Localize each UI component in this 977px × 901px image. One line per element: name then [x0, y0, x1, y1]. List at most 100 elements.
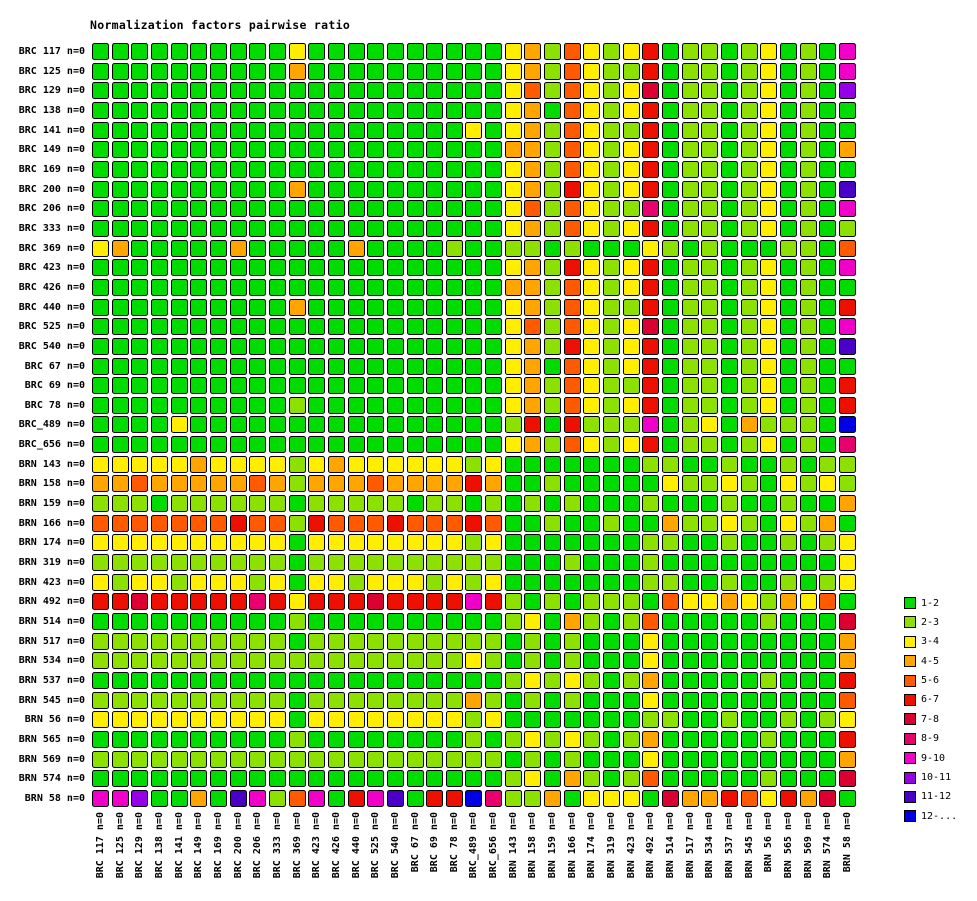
chart-title: Normalization factors pairwise ratio	[90, 18, 351, 32]
heatmap-cell	[740, 691, 758, 709]
heatmap-cell	[249, 770, 267, 788]
heatmap-cell	[544, 416, 562, 434]
heatmap-cell	[544, 672, 562, 689]
heatmap-cell	[465, 337, 483, 355]
heatmap-cell	[563, 337, 581, 355]
heatmap-cell	[681, 652, 699, 670]
heatmap-cell	[367, 632, 385, 650]
col-label: BRN 492 n=0	[642, 812, 659, 898]
heatmap-cell	[308, 613, 326, 631]
heatmap-cell	[563, 652, 581, 670]
heatmap-cell	[288, 239, 306, 257]
heatmap-cell	[249, 691, 267, 709]
col-label-text: BRC 117 n=0	[95, 812, 106, 879]
heatmap-cell	[524, 416, 542, 434]
heatmap-cell	[485, 534, 503, 552]
heatmap-cell	[662, 337, 680, 355]
heatmap-cell	[779, 62, 797, 80]
heatmap-cell	[563, 554, 581, 572]
heatmap-cell	[445, 613, 463, 631]
heatmap-cell	[701, 200, 719, 218]
heatmap-cell	[701, 180, 719, 198]
heatmap-cell	[111, 593, 129, 611]
heatmap-cell	[603, 652, 621, 670]
heatmap-cell	[111, 357, 129, 375]
heatmap-cell	[308, 711, 326, 729]
heatmap-cell	[367, 101, 385, 119]
row-label: BRN 517 n=0	[18, 635, 85, 647]
heatmap-cell	[347, 436, 365, 454]
heatmap-cell	[622, 337, 640, 355]
heatmap-cell	[367, 554, 385, 572]
heatmap-cell	[190, 652, 208, 670]
heatmap-cell	[583, 455, 601, 473]
heatmap-cell	[327, 593, 345, 611]
heatmap-cell	[583, 62, 601, 80]
heatmap-cell	[701, 770, 719, 788]
heatmap-cell	[92, 318, 109, 336]
heatmap-cell	[622, 455, 640, 473]
heatmap-cell	[544, 573, 562, 591]
heatmap-cell	[544, 396, 562, 414]
heatmap-cell	[622, 141, 640, 159]
heatmap-cell	[150, 613, 168, 631]
heatmap-cell	[170, 141, 188, 159]
heatmap-cell	[111, 416, 129, 434]
heatmap-cell	[622, 396, 640, 414]
heatmap-cell	[603, 278, 621, 296]
heatmap-cell	[642, 121, 660, 139]
heatmap-cell	[838, 121, 856, 139]
heatmap-cell	[386, 396, 404, 414]
heatmap-cell	[563, 239, 581, 257]
heatmap-cell	[150, 101, 168, 119]
heatmap-cell	[347, 43, 365, 60]
heatmap-cell	[386, 121, 404, 139]
heatmap-cell	[524, 613, 542, 631]
heatmap-cell	[229, 200, 247, 218]
heatmap-cell	[524, 573, 542, 591]
heatmap-cell	[760, 514, 778, 532]
heatmap-cell	[583, 495, 601, 513]
heatmap-cell	[583, 377, 601, 395]
heatmap-cell	[209, 160, 227, 178]
heatmap-cell	[485, 101, 503, 119]
heatmap-cell	[740, 672, 758, 689]
heatmap-cell	[249, 141, 267, 159]
heatmap-cell	[131, 121, 149, 139]
heatmap-cell	[386, 357, 404, 375]
heatmap-cell	[308, 141, 326, 159]
heatmap-cell	[485, 278, 503, 296]
heatmap-cell	[583, 200, 601, 218]
heatmap-cell	[740, 396, 758, 414]
heatmap-cell	[838, 337, 856, 355]
heatmap-cell	[681, 711, 699, 729]
heatmap-cell	[799, 200, 817, 218]
heatmap-cell	[622, 436, 640, 454]
heatmap-cell	[681, 337, 699, 355]
heatmap-cell	[249, 259, 267, 277]
heatmap-cell	[662, 514, 680, 532]
heatmap-cell	[740, 455, 758, 473]
heatmap-cell	[779, 730, 797, 748]
heatmap-cell	[701, 554, 719, 572]
heatmap-cell	[406, 298, 424, 316]
heatmap-cell	[583, 475, 601, 493]
heatmap-cell	[288, 298, 306, 316]
heatmap-cell	[701, 632, 719, 650]
heatmap-cell	[445, 750, 463, 768]
heatmap-cell	[740, 219, 758, 237]
heatmap-cell	[347, 554, 365, 572]
heatmap-cell	[642, 436, 660, 454]
col-label: BRC_489 n=0	[465, 812, 482, 898]
heatmap-cell	[799, 141, 817, 159]
heatmap-cell	[760, 219, 778, 237]
heatmap-cell	[504, 141, 522, 159]
heatmap-cell	[327, 632, 345, 650]
heatmap-cell	[563, 495, 581, 513]
heatmap-cell	[721, 357, 738, 375]
heatmap-cell	[819, 613, 837, 631]
heatmap-cell	[288, 337, 306, 355]
heatmap-cell	[465, 141, 483, 159]
heatmap-cell	[131, 396, 149, 414]
heatmap-cell	[367, 318, 385, 336]
